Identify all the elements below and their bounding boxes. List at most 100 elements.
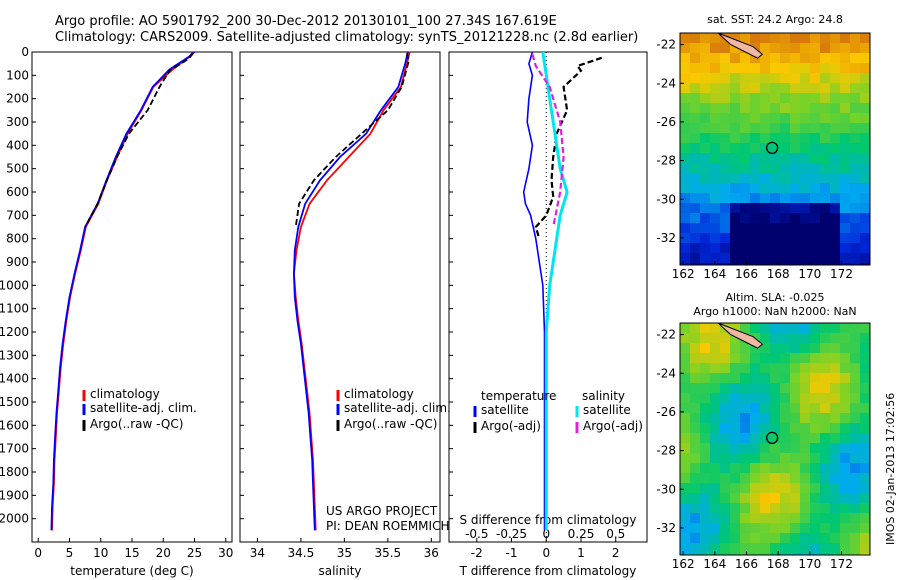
map-frame [679,322,871,556]
depth-tick-label: 0 [21,45,29,59]
salinity-axis-label: salinity [318,564,361,578]
temperature-tick-label: 10 [93,546,108,560]
map-lat-label: -30 [656,482,676,496]
map-lat-label: -24 [656,366,676,380]
depth-tick-label: 900 [6,255,29,269]
salinity-tick-label: 35.5 [374,546,401,560]
depth-tick-label: 400 [6,138,29,152]
map-lat-label: -28 [656,444,676,458]
project-annotation: US ARGO PROJECT [326,504,438,518]
legend-label: Argo(-adj) [583,419,643,433]
temperature-tick-label: 0 [34,546,42,560]
map-lon-label: 172 [830,557,853,571]
temperature-difference-tick-label: 0 [542,546,550,560]
difference-plot-frame [448,51,648,543]
salinity-difference-line [541,51,569,531]
imos-timestamp: IMOS 02-Jan-2013 17:02:56 [884,392,897,545]
sst-map [680,33,870,265]
sst-map-title: sat. SST: 24.2 Argo: 24.8 [707,13,843,26]
salinity-legend-title: salinity [582,389,625,403]
depth-tick-label: 1400 [0,372,29,386]
depth-tick-label: 100 [6,68,29,82]
legend-label: satellite [583,403,631,417]
sla-map-subtitle: Argo h1000: NaN h2000: NaN [693,305,857,318]
salinity-difference-tick-label: 0.5 [606,527,625,541]
map-lat-label: -28 [656,154,676,168]
map-lat-label: -24 [656,76,676,90]
map-lon-label: 162 [672,557,695,571]
salinity-difference-tick-label: -0.5 [465,527,488,541]
depth-tick-label: 1100 [0,302,29,316]
temperature-difference-tick-label: 1 [577,546,585,560]
map-lon-label: 170 [798,557,821,571]
temperature-difference-tick-label: 2 [612,546,620,560]
map-frame [679,32,871,266]
map-lon-label: 172 [830,267,853,281]
new-caledonia-landmass [717,32,764,59]
salinity-tick-label: 34 [250,546,265,560]
profile-title: Argo profile: AO 5901792_200 30-Dec-2012… [55,14,557,29]
legend-label: satellite [481,403,529,417]
map-lon-label: 162 [672,267,695,281]
salinity-series-line [292,51,409,531]
temperature-axis-label: temperature (deg C) [70,564,193,578]
depth-tick-label: 1900 [0,488,29,502]
salinity-difference-axis-label: S difference from climatology [460,513,637,527]
salinity-difference-tick-label: 0 [542,527,550,541]
map-lon-label: 166 [735,267,758,281]
depth-tick-label: 600 [6,185,29,199]
new-caledonia-landmass [717,322,764,349]
temperature-tick-label: 20 [156,546,171,560]
depth-tick-label: 1500 [0,395,29,409]
pi-annotation: PI: DEAN ROEMMICH [326,519,449,533]
map-lat-label: -32 [656,231,676,245]
temperature-tick-label: 25 [187,546,202,560]
temperature-tick-label: 15 [124,546,139,560]
legend-label: Argo(..raw -QC) [90,417,183,431]
depth-tick-label: 1300 [0,348,29,362]
depth-tick-label: 300 [6,115,29,129]
salinity-difference-tick-label: 0.25 [568,527,595,541]
map-lat-label: -32 [656,521,676,535]
depth-tick-label: 700 [6,208,29,222]
map-lon-label: 170 [798,267,821,281]
depth-tick-label: 2000 [0,512,29,526]
legend-label: climatology [344,387,414,401]
sla-map [680,323,870,555]
map-lat-label: -26 [656,405,676,419]
salinity-tick-label: 34.5 [288,546,315,560]
salinity-tick-label: 36 [424,546,439,560]
temperature-difference-axis-label: T difference from climatology [459,564,637,578]
map-lat-label: -30 [656,192,676,206]
temperature-legend-title: temperature [481,389,556,403]
temperature-tick-label: 30 [218,546,233,560]
temperature-difference-line [522,51,546,531]
temperature-series-line [84,52,194,228]
map-lon-label: 164 [703,557,726,571]
temperature-series-line [50,51,196,531]
depth-tick-label: 1000 [0,278,29,292]
salinity-plot-frame [239,51,441,543]
salinity-difference-line [531,53,565,228]
temperature-difference-line [534,56,603,240]
depth-tick-label: 1800 [0,465,29,479]
map-lon-label: 166 [735,557,758,571]
legend-label: Argo(..raw -QC) [344,417,437,431]
depth-tick-label: 1700 [0,442,29,456]
temperature-difference-tick-label: -1 [506,546,518,560]
temperature-series-line [51,51,194,531]
legend-label: climatology [90,387,160,401]
salinity-tick-label: 35 [337,546,352,560]
temperature-difference-tick-label: -2 [471,546,483,560]
depth-tick-label: 500 [6,162,29,176]
argo-float-marker [765,431,779,444]
depth-tick-label: 800 [6,232,29,246]
depth-tick-label: 200 [6,92,29,106]
map-lat-label: -22 [656,328,676,342]
map-lat-label: -26 [656,115,676,129]
map-lat-label: -22 [656,38,676,52]
legend-label: Argo(-adj) [481,419,541,433]
legend-label: satellite-adj. clim. [344,401,451,415]
depth-tick-label: 1600 [0,418,29,432]
